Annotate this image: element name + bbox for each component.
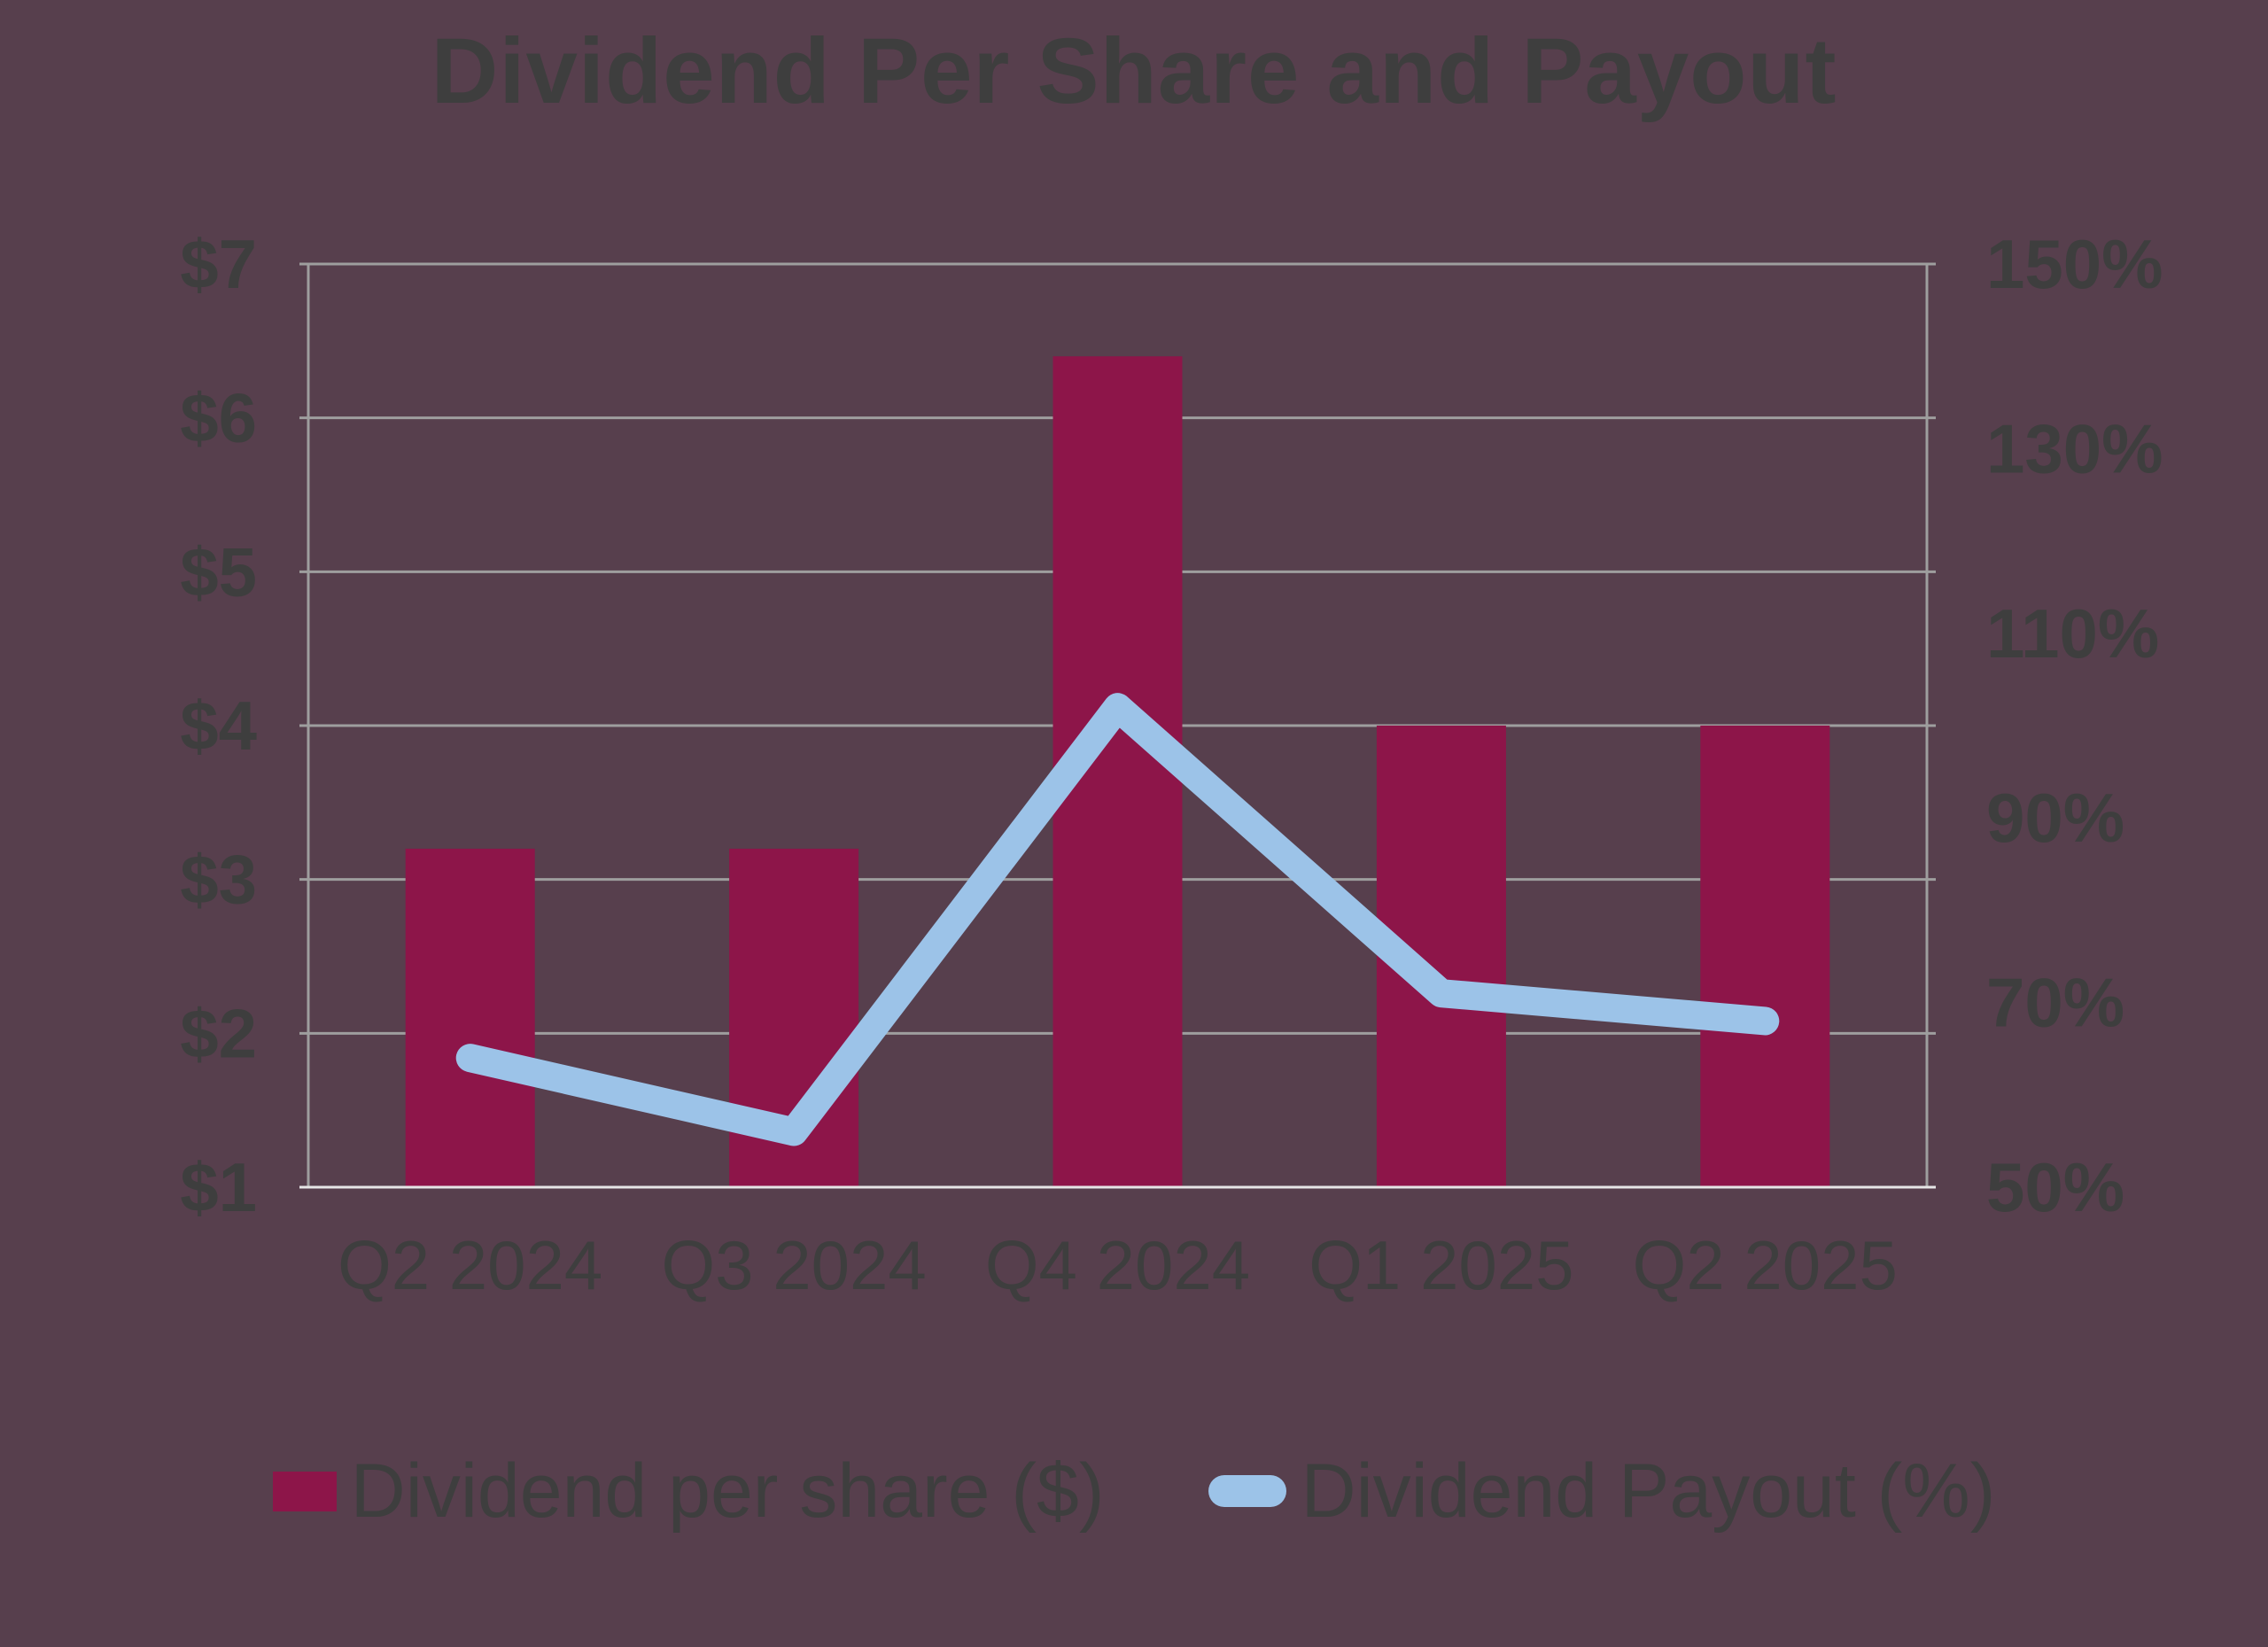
x-axis-label-q4-2024: Q4 2024 xyxy=(985,1226,1250,1304)
y-axis-left-label: $3 xyxy=(180,841,257,919)
y-axis-right-label: 90% xyxy=(1986,779,2124,857)
payout-line xyxy=(455,693,1780,1146)
legend-item-dividend-per-share: Dividend per share ($) xyxy=(272,1449,1105,1534)
legend-label-dividend-payout: Dividend Payout (%) xyxy=(1301,1449,1996,1534)
y-axis-right-label: 130% xyxy=(1986,409,2163,487)
y-axis-left-label: $7 xyxy=(180,225,257,303)
y-axis-left-label: $6 xyxy=(180,379,257,457)
y-axis-right-label: 150% xyxy=(1986,225,2163,303)
y-axis-right-label: 50% xyxy=(1986,1148,2124,1226)
y-axis-left-label: $5 xyxy=(180,532,257,610)
y-axis-left-label: $2 xyxy=(180,994,257,1072)
x-axis-label-q2-2024: Q2 2024 xyxy=(338,1226,602,1304)
legend: Dividend per share ($) Dividend Payout (… xyxy=(0,1453,2268,1529)
x-axis-label-q1-2025: Q1 2025 xyxy=(1309,1226,1573,1304)
legend-label-dividend-per-share: Dividend per share ($) xyxy=(350,1449,1105,1534)
y-axis-left-label: $1 xyxy=(180,1148,257,1226)
bar-series-swatch-icon xyxy=(272,1471,337,1511)
x-axis-label-q2-2025: Q2 2025 xyxy=(1633,1226,1898,1304)
y-axis-left-label: $4 xyxy=(180,687,257,765)
y-axis-right-label: 110% xyxy=(1986,594,2159,672)
chart-title: Dividend Per Share and Payout xyxy=(431,19,1837,123)
line-series-swatch-icon xyxy=(1208,1475,1287,1507)
y-axis-right-label: 70% xyxy=(1986,964,2124,1042)
dividend-bar-q2-2024 xyxy=(405,848,535,1187)
x-axis-label-q3-2024: Q3 2024 xyxy=(661,1226,926,1304)
dividend-bar-q2-2025 xyxy=(1700,726,1830,1187)
legend-item-dividend-payout: Dividend Payout (%) xyxy=(1208,1453,1995,1529)
